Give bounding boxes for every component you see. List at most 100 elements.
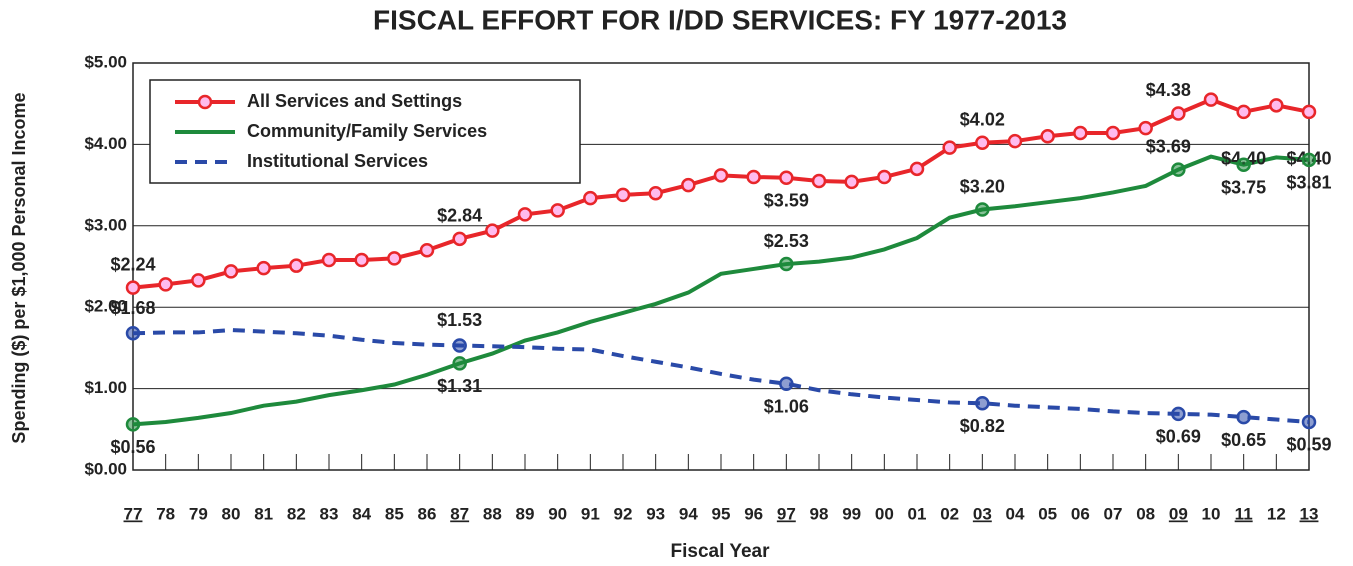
point-marker [1236, 157, 1251, 172]
point-marker [419, 242, 435, 258]
point-marker [942, 140, 957, 155]
data-label: $1.06 [764, 396, 809, 416]
point-marker [1301, 104, 1317, 120]
x-tick-label: 78 [156, 504, 175, 523]
point-marker [1171, 162, 1186, 177]
data-label: $2.24 [110, 254, 155, 274]
x-tick-label: 10 [1202, 504, 1221, 523]
x-tick-label: 98 [810, 504, 829, 523]
point-marker [1171, 406, 1186, 422]
point-marker [1138, 120, 1153, 136]
x-tick-label: 88 [483, 504, 502, 523]
data-label: $3.69 [1146, 136, 1191, 156]
point-marker [485, 223, 500, 238]
point-marker [223, 264, 239, 279]
point-marker [158, 277, 173, 292]
point-marker [256, 260, 271, 276]
x-tick-label: 81 [254, 504, 273, 523]
point-marker [1040, 129, 1055, 144]
x-tick-label: 83 [320, 504, 339, 523]
x-tick-label: 91 [581, 504, 600, 523]
point-marker [975, 135, 990, 151]
point-marker [1269, 98, 1284, 113]
point-marker [354, 252, 369, 268]
x-axis-label: Fiscal Year [671, 541, 771, 562]
y-tick-label: $3.00 [84, 215, 127, 234]
point-marker [517, 207, 533, 222]
point-marker [975, 202, 990, 217]
point-marker [452, 231, 467, 247]
data-label: $0.56 [110, 437, 155, 457]
y-axis-label: Spending ($) per $1,000 Personal Income [9, 92, 29, 443]
point-marker [1236, 104, 1251, 120]
point-marker [713, 168, 729, 183]
x-tick-label: 87 [450, 504, 469, 523]
point-marker [779, 376, 794, 391]
point-marker [1073, 125, 1088, 141]
y-tick-label: $4.00 [84, 134, 127, 153]
x-tick-label: 03 [973, 504, 992, 523]
chart-title: FISCAL EFFORT FOR I/DD SERVICES: FY 1977… [373, 4, 1067, 35]
point-marker [975, 396, 990, 411]
point-marker [1236, 409, 1251, 425]
point-marker [811, 173, 827, 189]
data-label: $3.81 [1286, 173, 1331, 193]
point-marker [844, 174, 859, 190]
point-marker [909, 161, 925, 177]
data-label: $0.65 [1221, 430, 1266, 450]
x-tick-label: 06 [1071, 504, 1090, 523]
point-marker [1007, 133, 1023, 149]
point-marker [289, 258, 304, 273]
x-tick-label: 12 [1267, 504, 1286, 523]
legend-label: Institutional Services [247, 151, 428, 171]
x-tick-label: 13 [1300, 504, 1319, 523]
data-label: $2.53 [764, 231, 809, 251]
y-tick-label: $2.00 [84, 297, 127, 316]
legend-label: All Services and Settings [247, 91, 462, 111]
x-tick-label: 04 [1006, 504, 1025, 523]
point-marker [387, 251, 402, 266]
x-tick-label: 96 [744, 504, 763, 523]
x-tick-label: 89 [516, 504, 535, 523]
data-label: $0.82 [960, 416, 1005, 436]
point-marker [125, 325, 141, 341]
point-marker [648, 185, 663, 201]
point-marker [125, 417, 141, 432]
x-tick-label: 92 [614, 504, 633, 523]
x-tick-label: 77 [124, 504, 143, 523]
point-marker [191, 273, 206, 288]
x-tick-label: 86 [418, 504, 437, 523]
x-tick-label: 00 [875, 504, 894, 523]
data-label: $4.38 [1146, 80, 1191, 100]
x-tick-label: 97 [777, 504, 796, 523]
x-tick-label: 95 [712, 504, 731, 523]
x-tick-label: 80 [222, 504, 241, 523]
y-tick-label: $0.00 [84, 459, 127, 478]
x-tick-label: 90 [548, 504, 567, 523]
point-marker [615, 187, 631, 203]
point-marker [877, 169, 892, 185]
data-label: $2.84 [437, 206, 482, 226]
x-tick-label: 01 [908, 504, 927, 523]
x-tick-label: 94 [679, 504, 698, 523]
point-marker [583, 190, 598, 206]
data-label: $3.20 [960, 176, 1005, 196]
x-tick-label: 05 [1038, 504, 1057, 523]
point-marker [452, 356, 467, 371]
data-label: $3.59 [764, 191, 809, 211]
y-tick-label: $5.00 [84, 52, 127, 71]
point-marker [125, 280, 141, 295]
data-label: $4.02 [960, 110, 1005, 130]
x-tick-label: 84 [352, 504, 371, 523]
point-marker [779, 256, 794, 272]
x-tick-label: 93 [646, 504, 665, 523]
point-marker [452, 338, 467, 353]
point-marker [550, 203, 565, 218]
series-line [132, 327, 1310, 424]
point-marker [681, 177, 696, 193]
data-label: $0.59 [1286, 435, 1331, 455]
point-marker [1301, 152, 1317, 168]
point-marker [1203, 92, 1219, 107]
point-marker [321, 252, 337, 268]
